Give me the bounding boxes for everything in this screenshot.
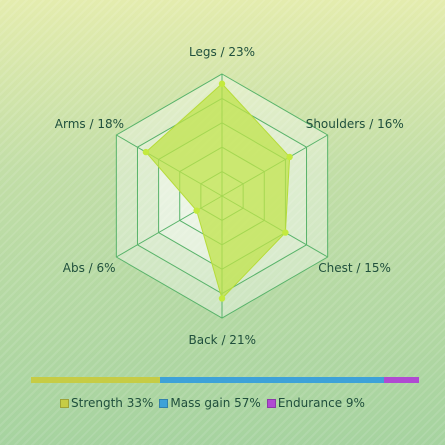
data-point-4 bbox=[193, 207, 200, 214]
legend-label-mass-gain: Mass gain 57% bbox=[170, 396, 261, 410]
proportion-bar bbox=[31, 377, 419, 383]
data-point-0 bbox=[218, 80, 226, 87]
data-point-1 bbox=[286, 153, 293, 161]
axis-label-abs: Abs / 6% bbox=[62, 261, 116, 275]
legend-label-endurance: Endurance 9% bbox=[277, 396, 365, 410]
legend-swatch-endurance bbox=[266, 398, 276, 408]
series-points bbox=[142, 80, 293, 302]
bar-segment-endurance bbox=[383, 377, 419, 383]
legend-label-strength: Strength 33% bbox=[71, 396, 154, 410]
data-point-5 bbox=[142, 148, 150, 156]
legend-item-endurance: Endurance 9% bbox=[266, 396, 365, 410]
data-point-3 bbox=[218, 295, 226, 302]
legend-item-strength: Strength 33% bbox=[60, 396, 153, 410]
axis-label-shoulders: Shoulders / 16% bbox=[305, 117, 404, 131]
legend: Strength 33% Mass gain 57% Endurance 9% bbox=[60, 396, 371, 410]
axis-label-chest: Chest / 15% bbox=[318, 261, 391, 275]
axis-label-back: Back / 21% bbox=[188, 333, 256, 347]
bar-segment-mass-gain bbox=[160, 377, 384, 383]
data-point-2 bbox=[282, 229, 289, 236]
axis-label-arms: Arms / 18% bbox=[54, 117, 124, 131]
legend-item-mass-gain: Mass gain 57% bbox=[159, 396, 261, 410]
legend-swatch-strength bbox=[60, 398, 69, 408]
axis-label-legs: Legs / 23% bbox=[189, 45, 256, 59]
bar-segment-strength bbox=[31, 377, 161, 383]
legend-swatch-mass-gain bbox=[159, 398, 169, 408]
